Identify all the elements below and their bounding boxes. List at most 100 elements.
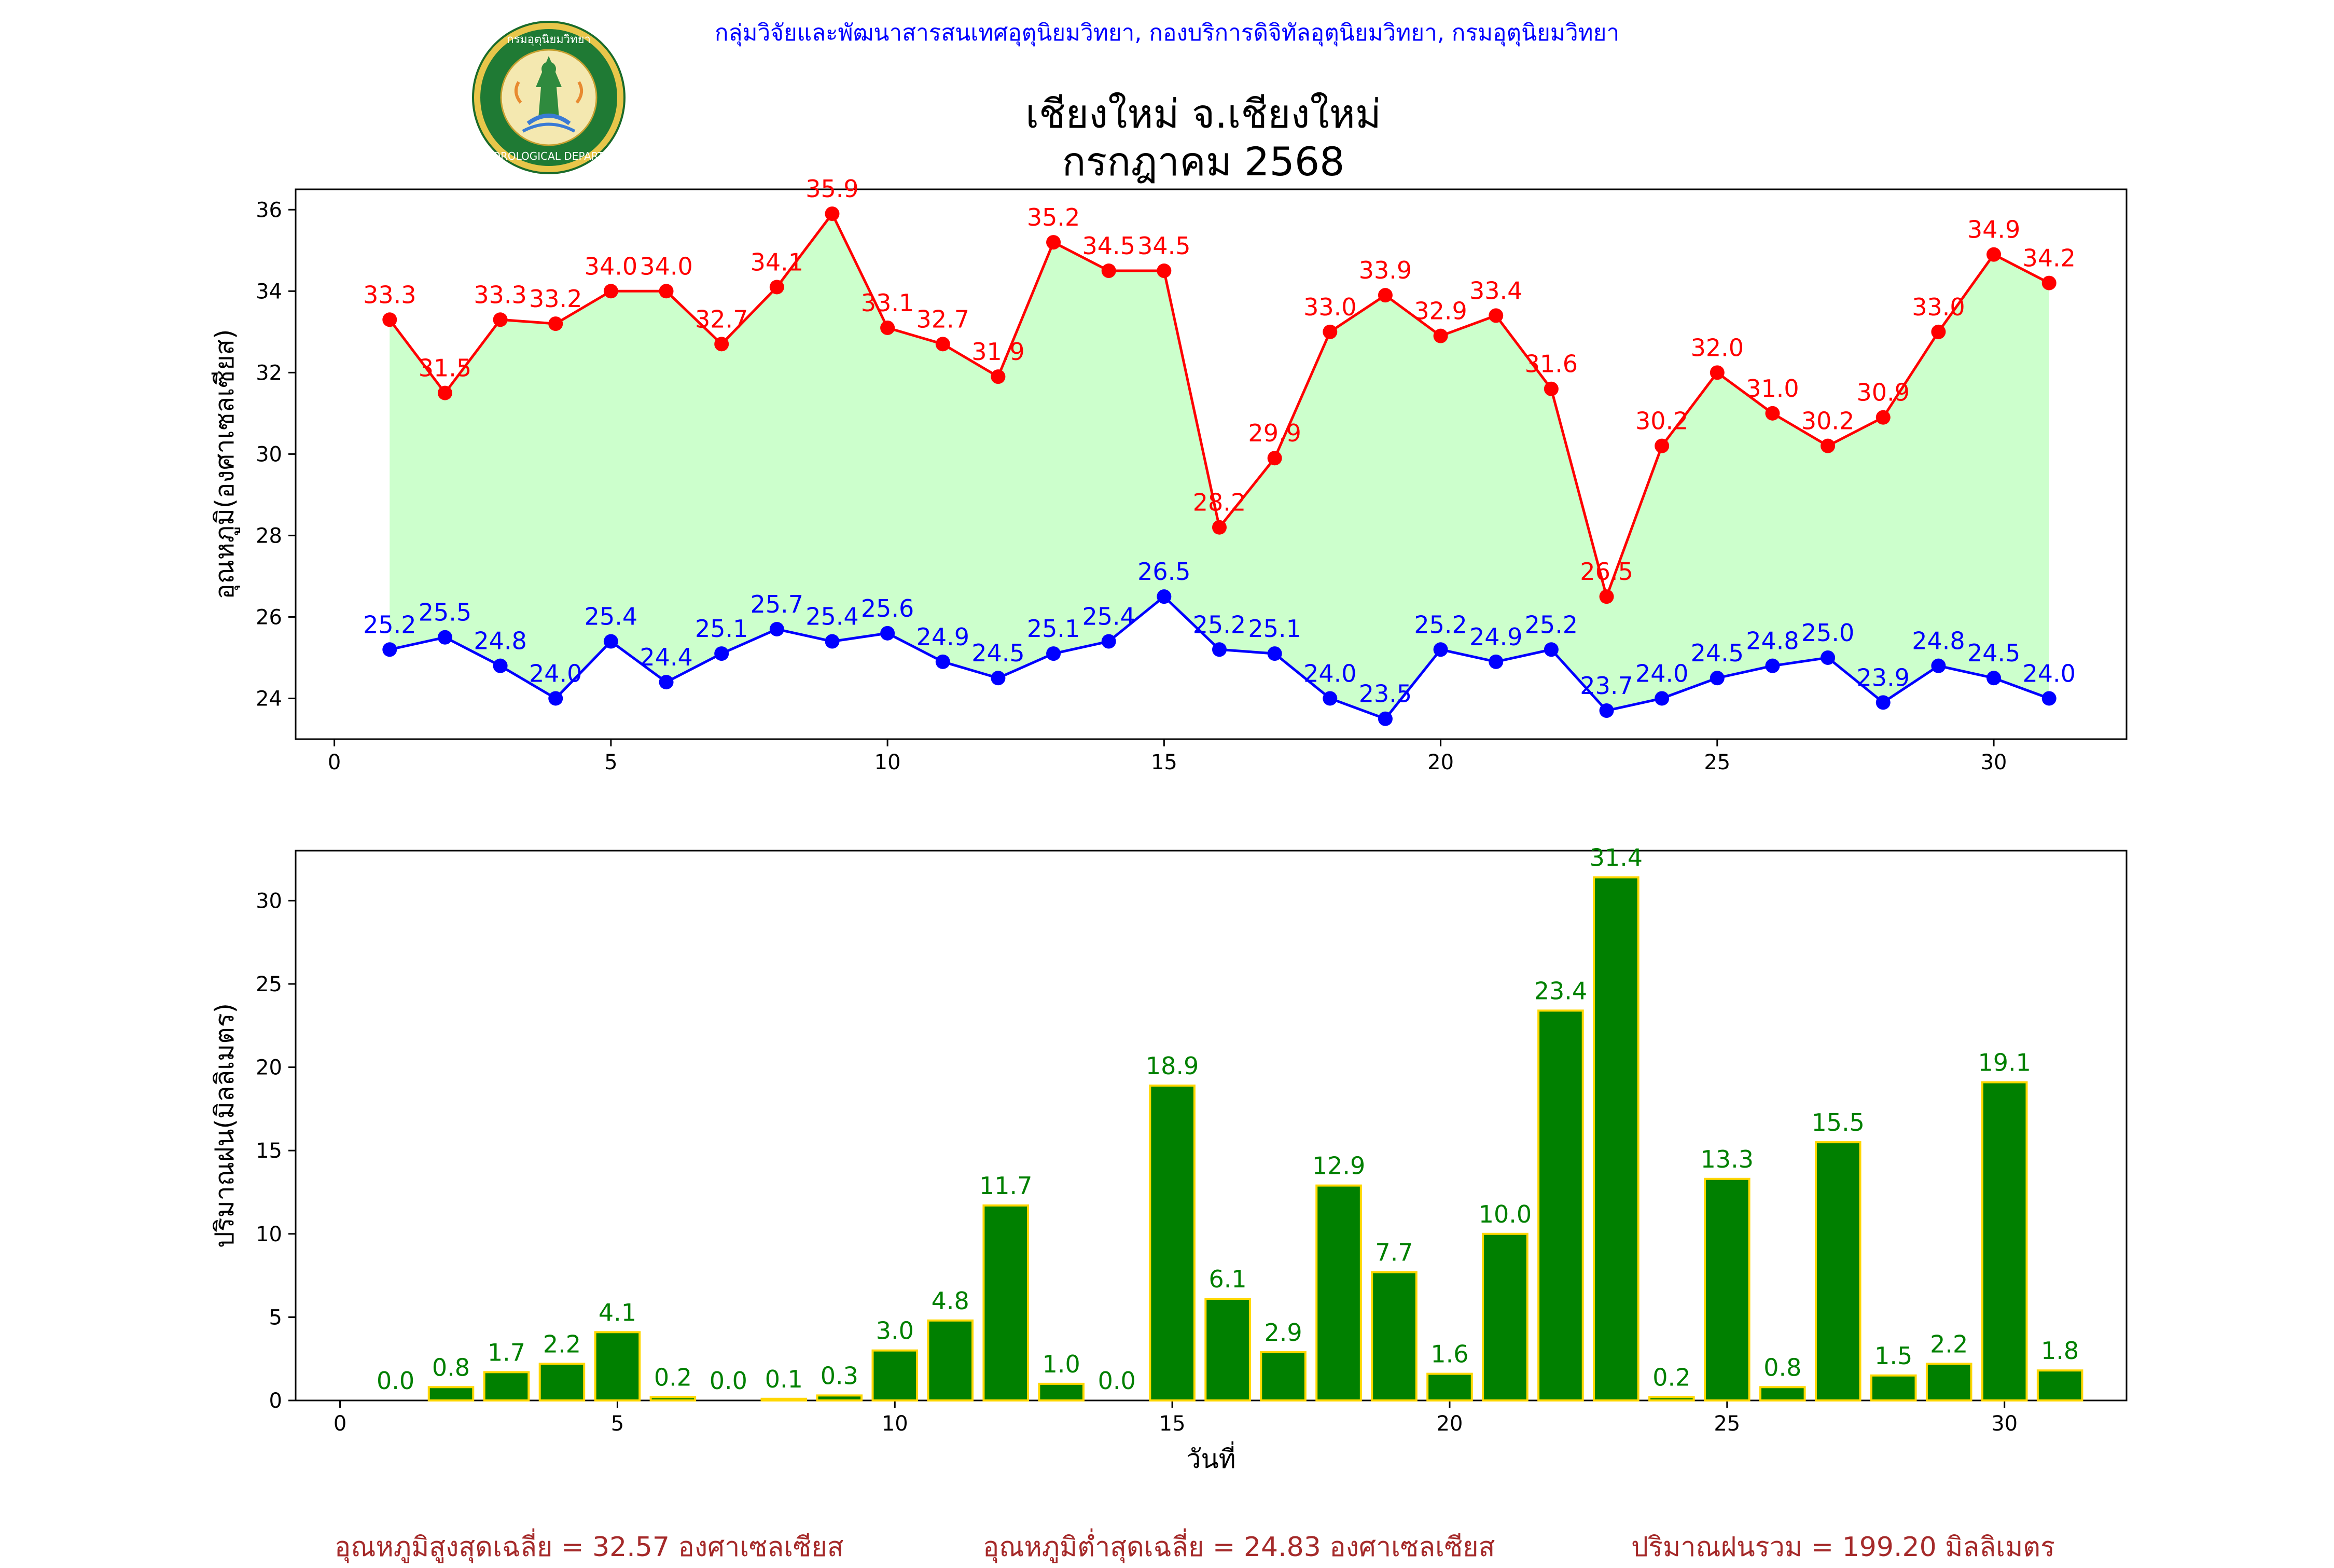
rain-bar <box>1537 1009 1584 1402</box>
y-axis-label: ปริมาณฝน(มิลลิเมตร) <box>210 1003 240 1248</box>
rain-bar-label: 4.8 <box>932 1287 969 1315</box>
min-temp-label: 25.1 <box>1248 615 1301 643</box>
max-temp-label: 26.5 <box>1580 558 1633 586</box>
max-temp-point <box>2041 275 2057 290</box>
rain-bar <box>1981 1081 2028 1402</box>
rain-bar <box>1149 1084 1196 1402</box>
y-tick-label: 10 <box>256 1223 282 1246</box>
rain-bar <box>1204 1298 1251 1402</box>
x-tick-label: 15 <box>1159 1412 1186 1436</box>
min-temp-point <box>1267 646 1282 661</box>
y-tick-label: 0 <box>269 1389 282 1413</box>
min-temp-label: 25.4 <box>585 603 637 631</box>
max-temp-point <box>1931 324 1946 339</box>
min-temp-label: 24.0 <box>1303 659 1356 687</box>
min-temp-point <box>1046 646 1061 661</box>
y-tick-label: 34 <box>256 280 282 303</box>
min-temp-label: 24.9 <box>1469 623 1522 651</box>
max-temp-point <box>825 206 840 221</box>
y-tick-label: 32 <box>256 361 282 385</box>
rain-bar-label: 0.0 <box>710 1367 747 1395</box>
rain-bar-label: 18.9 <box>1146 1052 1199 1080</box>
y-tick-label: 26 <box>256 605 282 629</box>
plot-frame <box>295 188 2128 740</box>
x-tick-label: 25 <box>1714 1412 1740 1436</box>
temperature-panel: 0 5 10 15 20 25 30 24 26 28 30 32 34 36 อุณหภูมิ(องศาเ… <box>210 175 2128 774</box>
min-temp-point <box>1489 654 1504 669</box>
min-temp-label: 26.5 <box>1137 558 1190 586</box>
rain-bar <box>1593 876 1640 1402</box>
min-temp-label: 24.0 <box>1635 659 1688 687</box>
min-temp-label: 25.1 <box>695 615 748 643</box>
rain-bar-label: 10.0 <box>1479 1200 1532 1228</box>
rain-bar-label: 0.1 <box>765 1365 803 1393</box>
min-temp-point <box>1323 691 1338 706</box>
x-tick-label: 15 <box>1151 751 1177 774</box>
min-temp-point <box>659 675 674 690</box>
min-temp-point <box>1433 642 1448 657</box>
rain-bar <box>927 1319 974 1402</box>
temperature-range-fill <box>390 214 2049 719</box>
rain-bar <box>1759 1386 1806 1402</box>
max-temp-point <box>1765 406 1780 421</box>
min-temp-point <box>2041 691 2057 706</box>
rainfall-panel: 0 5 10 15 20 25 30 0 5 10 15 20 25 30 ปริมาณฝน(มิลลิเม… <box>210 843 2128 1474</box>
chart-title-line1: เชียงใหม่ จ.เชียงใหม่ <box>1025 91 1381 137</box>
rain-bar <box>1648 1396 1695 1402</box>
max-temp-point <box>437 385 452 400</box>
weather-chart: 0 5 10 15 20 25 30 24 26 28 30 32 34 36 อุณหภูมิ(องศาเ… <box>210 175 2128 1474</box>
rain-bar-label: 31.4 <box>1590 843 1643 871</box>
rain-bar <box>1315 1184 1362 1402</box>
max-temp-point <box>1986 247 2002 262</box>
y-tick-label: 25 <box>256 973 282 996</box>
min-temp-label: 25.2 <box>1193 610 1246 639</box>
min-temp-label: 25.4 <box>805 603 858 631</box>
rain-bar-label: 19.1 <box>1978 1048 2031 1076</box>
rain-bar <box>982 1204 1029 1402</box>
rain-bar <box>2036 1369 2083 1402</box>
rain-bar-label: 0.8 <box>1763 1353 1801 1381</box>
rain-bar-label: 23.4 <box>1534 977 1587 1005</box>
rain-bar <box>1260 1351 1307 1402</box>
min-temp-point <box>548 691 563 706</box>
min-temp-point <box>1157 589 1172 604</box>
max-temp-point <box>714 337 729 352</box>
logo-text-bottom: METEOROLOGICAL DEPARTMENT <box>471 150 627 162</box>
max-temp-point <box>1046 235 1061 250</box>
min-temp-point <box>1931 658 1946 673</box>
rain-bar-label: 0.2 <box>654 1364 692 1392</box>
min-temp-point <box>714 646 729 661</box>
max-temp-label: 29.9 <box>1248 419 1301 447</box>
rain-bar-label: 0.0 <box>1098 1367 1136 1395</box>
min-temp-label: 23.7 <box>1580 672 1633 700</box>
min-temp-label: 24.8 <box>474 627 526 655</box>
min-temp-label: 24.0 <box>2022 659 2075 687</box>
max-temp-point <box>659 284 674 299</box>
max-temp-point <box>382 312 397 327</box>
max-temp-label: 33.0 <box>1912 293 1965 321</box>
rain-bar <box>1704 1177 1751 1402</box>
min-temp-point <box>935 654 950 669</box>
rain-bar <box>816 1394 863 1402</box>
min-temp-label: 24.4 <box>640 643 692 671</box>
rain-bar-label: 6.1 <box>1209 1265 1247 1293</box>
x-tick-label: 10 <box>882 1412 908 1436</box>
max-temp-label: 35.9 <box>805 175 858 203</box>
rain-bar-label: 1.5 <box>1874 1342 1912 1370</box>
y-axis-label: อุณหภูมิ(องศาเซลเซียส) <box>210 329 240 599</box>
min-temp-point <box>1101 634 1116 649</box>
min-temp-label: 25.0 <box>1801 619 1854 647</box>
max-temp-point <box>1489 308 1504 323</box>
min-temp-point <box>1378 711 1393 726</box>
max-temp-label: 30.9 <box>1857 379 1910 407</box>
min-temp-label: 25.6 <box>861 594 914 622</box>
rain-bar-label: 3.0 <box>876 1317 914 1345</box>
min-temp-label: 23.9 <box>1857 663 1910 691</box>
min-temp-label: 25.5 <box>419 599 471 627</box>
max-temp-label: 32.9 <box>1414 297 1467 325</box>
max-temp-label: 34.5 <box>1082 232 1135 260</box>
min-temp-point <box>382 642 397 657</box>
x-tick-label: 20 <box>1437 1412 1463 1436</box>
max-temp-point <box>1101 263 1116 279</box>
max-temp-label: 34.9 <box>1967 216 2020 244</box>
